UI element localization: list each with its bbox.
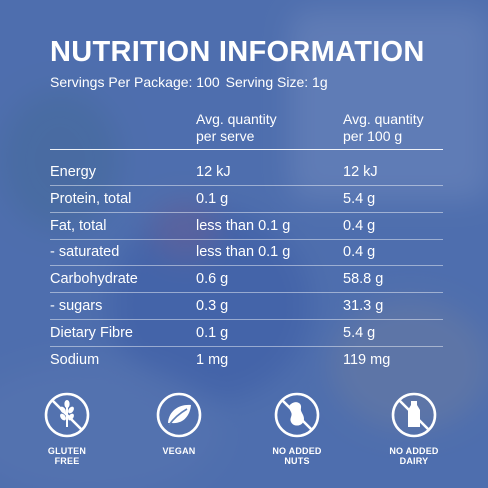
row-divider bbox=[50, 185, 443, 186]
nutrient-name: Sodium bbox=[50, 352, 100, 368]
serving-info: Servings Per Package: 100 Serving Size: 1… bbox=[50, 74, 328, 90]
page-title: NUTRITION INFORMATION bbox=[50, 36, 425, 68]
peanut-icon bbox=[274, 392, 320, 438]
value-per-serve: 1 mg bbox=[196, 352, 229, 368]
row-divider bbox=[50, 346, 443, 347]
leaf-icon bbox=[156, 392, 202, 438]
row-divider bbox=[50, 292, 443, 293]
nutrient-name: - saturated bbox=[50, 244, 120, 260]
wheat-icon bbox=[44, 392, 90, 438]
value-per-serve: 0.6 g bbox=[196, 271, 229, 287]
servings-per-package: Servings Per Package: 100 bbox=[50, 74, 220, 90]
value-per-100g: 31.3 g bbox=[343, 298, 384, 314]
header-divider bbox=[50, 149, 443, 150]
value-per-serve: less than 0.1 g bbox=[196, 218, 291, 234]
value-per-100g: 12 kJ bbox=[343, 164, 378, 180]
badge-vegan: VEGAN bbox=[124, 392, 234, 456]
row-divider bbox=[50, 212, 443, 213]
value-per-100g: 5.4 g bbox=[343, 191, 376, 207]
value-per-serve: 0.1 g bbox=[196, 325, 229, 341]
column-header-per-serve: Avg. quantity per serve bbox=[196, 111, 277, 144]
value-per-100g: 0.4 g bbox=[343, 218, 376, 234]
value-per-serve: less than 0.1 g bbox=[196, 244, 291, 260]
nutrient-name: - sugars bbox=[50, 298, 103, 314]
badge-no-added-dairy: NO ADDED DAIRY bbox=[359, 392, 469, 466]
nutrient-name: Energy bbox=[50, 164, 96, 180]
badge-no-added-nuts: NO ADDED NUTS bbox=[242, 392, 352, 466]
nutrient-name: Carbohydrate bbox=[50, 271, 138, 287]
nutrient-name: Protein, total bbox=[50, 191, 132, 207]
row-divider bbox=[50, 265, 443, 266]
value-per-100g: 5.4 g bbox=[343, 325, 376, 341]
value-per-serve: 0.3 g bbox=[196, 298, 229, 314]
serving-size: Serving Size: 1g bbox=[225, 74, 328, 90]
milk-bottle-icon bbox=[391, 392, 437, 438]
value-per-serve: 0.1 g bbox=[196, 191, 229, 207]
badge-gluten-free: GLUTEN FREE bbox=[12, 392, 122, 466]
value-per-100g: 58.8 g bbox=[343, 271, 384, 287]
row-divider bbox=[50, 239, 443, 240]
column-header-per-100g: Avg. quantity per 100 g bbox=[343, 111, 424, 144]
row-divider bbox=[50, 319, 443, 320]
value-per-serve: 12 kJ bbox=[196, 164, 231, 180]
value-per-100g: 0.4 g bbox=[343, 244, 376, 260]
nutrient-name: Fat, total bbox=[50, 218, 107, 234]
nutrient-name: Dietary Fibre bbox=[50, 325, 133, 341]
value-per-100g: 119 mg bbox=[343, 352, 391, 368]
